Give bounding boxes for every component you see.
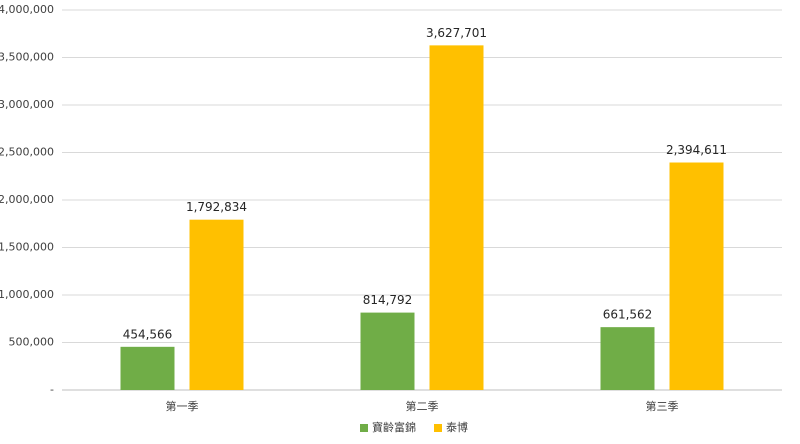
x-tick-label: 第二季 (406, 399, 439, 413)
value-label: 814,792 (363, 293, 413, 307)
legend-label: 泰博 (446, 420, 468, 434)
x-tick-label: 第一季 (166, 399, 199, 413)
x-tick-label: 第三季 (646, 399, 679, 413)
y-tick-label: 2,000,000 (0, 193, 54, 206)
y-tick-label: 3,500,000 (0, 51, 54, 64)
y-tick-label: 2,500,000 (0, 146, 54, 159)
bar (600, 327, 655, 390)
y-tick-label: 4,000,000 (0, 3, 54, 16)
bar (360, 312, 415, 390)
bar (669, 162, 724, 390)
value-label: 661,562 (603, 308, 653, 322)
bar (120, 346, 175, 390)
y-tick-label: 1,000,000 (0, 288, 54, 301)
y-tick-label: - (50, 383, 54, 396)
y-tick-label: 3,000,000 (0, 98, 54, 111)
legend-label: 寶齡富錦 (372, 420, 416, 434)
value-label: 3,627,701 (426, 26, 487, 40)
bar (429, 45, 484, 390)
y-tick-label: 500,000 (9, 336, 55, 349)
legend-swatch (360, 424, 368, 432)
value-label: 454,566 (123, 327, 173, 341)
y-tick-label: 1,500,000 (0, 241, 54, 254)
bar (189, 219, 244, 390)
legend-swatch (434, 424, 442, 432)
value-label: 2,394,611 (666, 143, 727, 157)
value-label: 1,792,834 (186, 200, 247, 214)
